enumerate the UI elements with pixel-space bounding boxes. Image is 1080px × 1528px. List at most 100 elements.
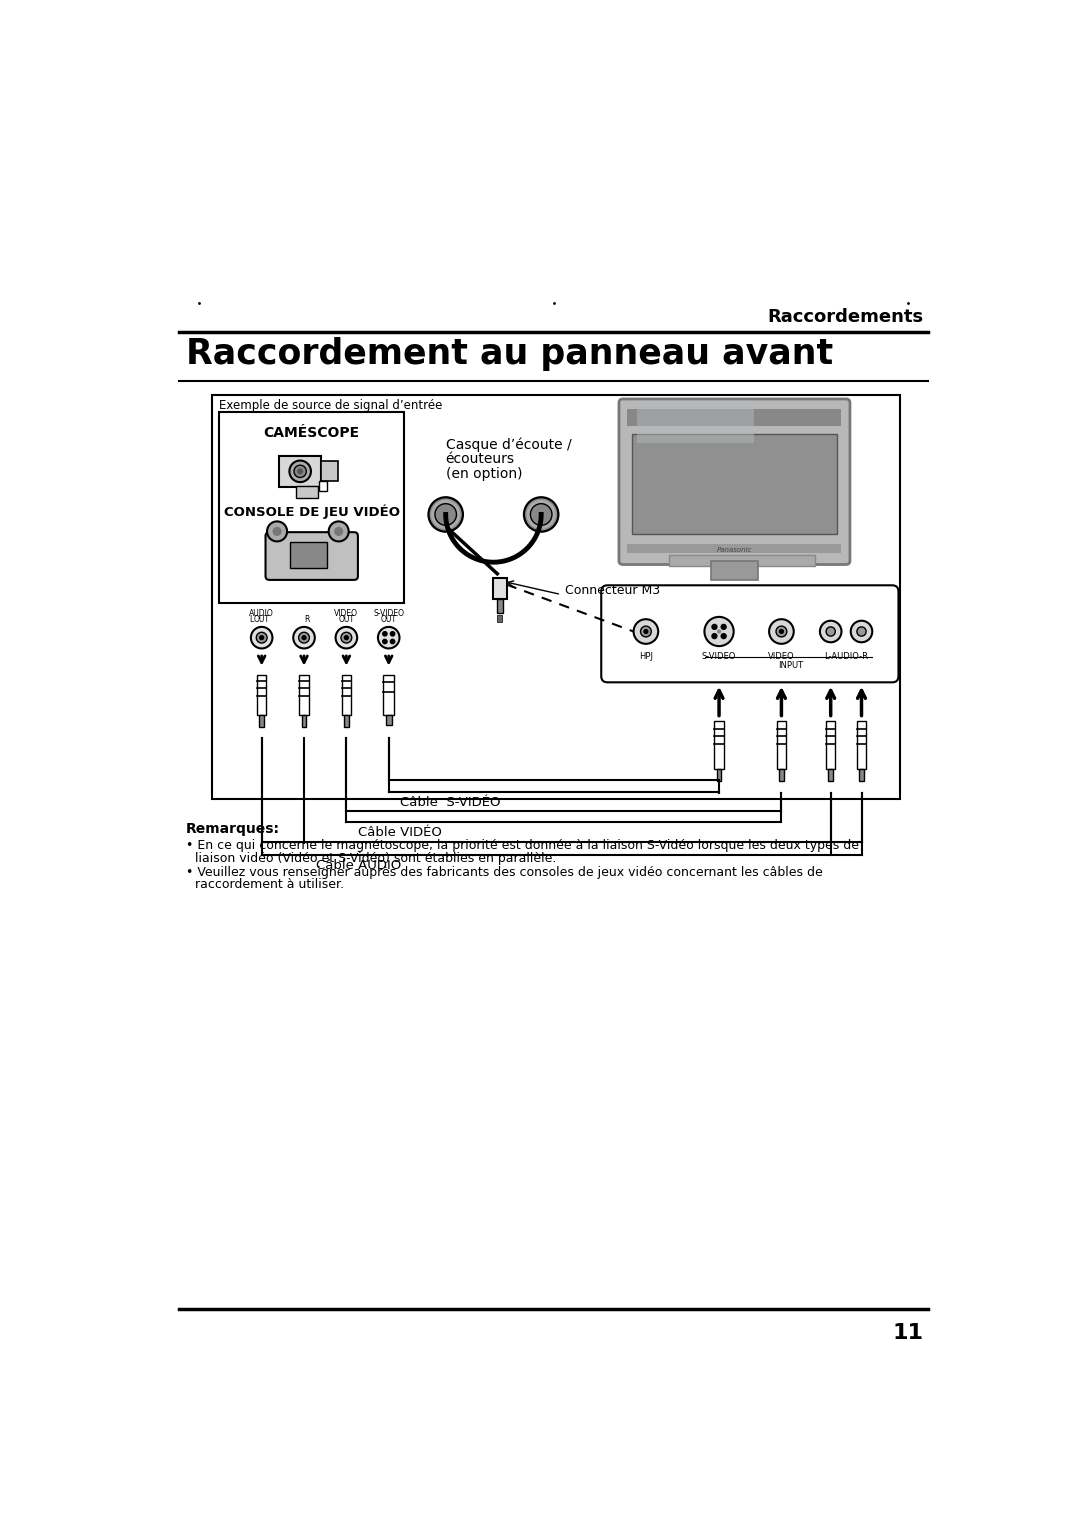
Text: Exemple de source de signal d’entrée: Exemple de source de signal d’entrée [219,399,443,413]
Bar [279,455,321,487]
Bar [636,402,754,443]
Text: Câble  S-VIDÉO: Câble S-VIDÉO [401,796,501,808]
Bar [828,769,833,781]
FancyBboxPatch shape [266,532,357,581]
Circle shape [345,636,349,640]
Bar [497,614,502,622]
Circle shape [530,504,552,526]
Text: (en option): (en option) [446,466,523,481]
Text: • En ce qui concerne le magnétoscope, la priorité est donnée à la liaison S-Vidé: • En ce qui concerne le magnétoscope, la… [186,839,860,853]
Bar [212,396,900,799]
Bar [497,599,502,613]
Text: Casque d’écoute /: Casque d’écoute / [446,437,571,452]
Bar [321,460,338,481]
Circle shape [378,626,400,648]
Bar [492,578,507,599]
Circle shape [777,626,787,637]
Circle shape [267,521,287,541]
Circle shape [390,631,394,636]
Text: CONSOLE DE JEU VIDÉO: CONSOLE DE JEU VIDÉO [224,504,400,520]
Text: L: L [248,614,253,623]
Text: • Veuillez vous renseigner auprès des fabricants des consoles de jeux vidéo conc: • Veuillez vous renseigner auprès des fa… [186,865,823,879]
Bar [669,555,815,565]
Bar [860,769,864,781]
Circle shape [298,469,302,474]
Text: liaison vidéo (Vidéo et S-Vidéo) sont établies en parallèle.: liaison vidéo (Vidéo et S-Vidéo) sont ét… [195,851,557,865]
Circle shape [341,633,352,643]
Bar [715,721,724,769]
Text: Câble AUDIO: Câble AUDIO [315,859,401,871]
Bar [299,675,309,715]
Text: INPUT: INPUT [778,660,802,669]
Bar [779,769,784,781]
Text: OUT: OUT [338,614,354,623]
Bar [296,486,318,498]
Text: écouteurs: écouteurs [446,452,515,466]
Bar [826,721,835,769]
Circle shape [644,630,648,634]
Circle shape [328,521,349,541]
Text: Câble VIDÉO: Câble VIDÉO [357,827,442,839]
Circle shape [390,639,394,643]
Bar [345,715,349,727]
Bar [632,434,837,533]
Text: VIDEO: VIDEO [768,651,795,660]
Bar [777,721,786,769]
Circle shape [382,631,387,636]
Circle shape [289,460,311,483]
Text: Remarques:: Remarques: [186,822,280,836]
Circle shape [721,634,726,639]
Circle shape [335,527,342,535]
Text: L-AUDIO-R: L-AUDIO-R [824,651,868,660]
Bar [856,721,866,769]
Text: R: R [305,614,310,623]
Circle shape [780,630,783,634]
Bar [712,561,757,581]
Circle shape [826,626,835,636]
Bar [627,544,841,553]
Text: Raccordement au panneau avant: Raccordement au panneau avant [186,338,834,371]
Circle shape [336,626,357,648]
Text: Panasonic: Panasonic [717,547,752,553]
Circle shape [294,465,307,477]
Circle shape [302,636,306,640]
Bar [301,715,307,727]
Bar [386,715,392,726]
Text: Connecteur M3: Connecteur M3 [565,584,660,597]
FancyBboxPatch shape [619,399,850,564]
Bar [219,413,404,604]
Bar [257,675,267,715]
Bar [688,588,781,599]
Circle shape [299,633,309,643]
Circle shape [820,620,841,642]
Bar [320,481,327,492]
Circle shape [256,633,267,643]
Text: 11: 11 [892,1323,923,1343]
Circle shape [721,625,726,630]
Circle shape [851,620,873,642]
Circle shape [640,626,651,637]
Circle shape [712,634,717,639]
Text: AUDIO: AUDIO [249,610,274,619]
Circle shape [524,498,558,532]
Bar [627,410,841,426]
Circle shape [273,527,281,535]
Bar [291,542,327,568]
Text: CAMÉSCOPE: CAMÉSCOPE [264,426,360,440]
Bar [259,715,264,727]
Circle shape [856,626,866,636]
Text: OUT: OUT [381,614,396,623]
Circle shape [259,636,264,640]
Circle shape [294,626,314,648]
Bar [383,675,394,715]
Circle shape [251,626,272,648]
Text: VIDEO: VIDEO [335,610,359,619]
Circle shape [382,639,387,643]
FancyBboxPatch shape [602,585,899,683]
Circle shape [634,619,658,643]
Bar [717,769,721,781]
Circle shape [704,617,733,646]
Circle shape [712,625,717,630]
Circle shape [429,498,462,532]
Text: raccordement à utiliser.: raccordement à utiliser. [195,879,345,891]
